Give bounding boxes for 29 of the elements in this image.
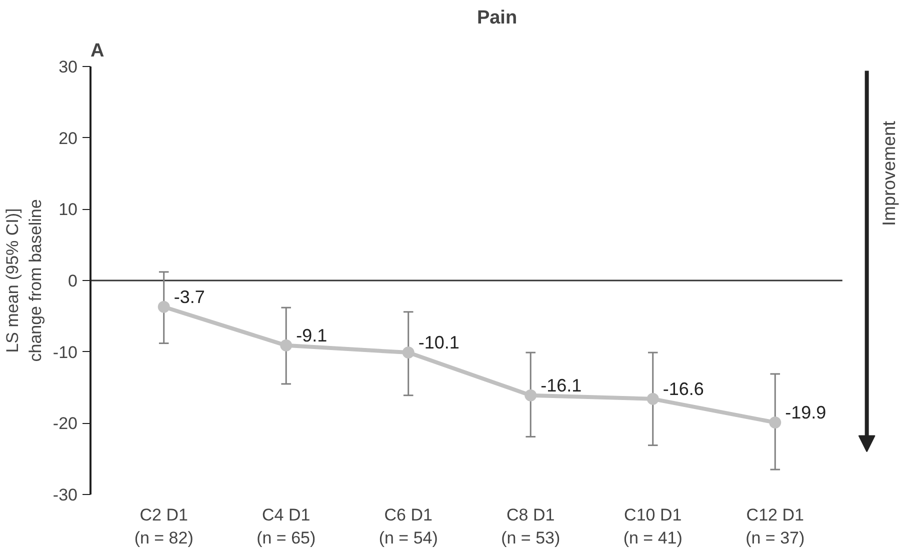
y-tick-label: 20 bbox=[58, 128, 78, 148]
y-tick-label: -10 bbox=[52, 342, 78, 362]
text: A bbox=[90, 40, 104, 62]
x-tick-label: C12 D1 (n = 37) bbox=[746, 506, 805, 548]
x-tick-label: C6 D1 (n = 54) bbox=[378, 506, 438, 548]
point bbox=[524, 389, 537, 402]
x-tick-label: C2 D1 (n = 82) bbox=[134, 506, 194, 548]
data-label: -19.9 bbox=[785, 402, 826, 422]
data-label: -16.1 bbox=[540, 375, 582, 396]
point bbox=[280, 339, 292, 352]
data-label: -16.6 bbox=[662, 378, 704, 399]
point bbox=[769, 416, 782, 428]
y-tick-label: 30 bbox=[58, 58, 78, 76]
y-axis-title: LS mean (95% CI)] change from baseline bbox=[3, 199, 45, 362]
point bbox=[158, 300, 170, 313]
x-tick-label: C10 D1 (n = 41) bbox=[623, 506, 682, 548]
data-label: -9.1 bbox=[296, 325, 328, 346]
y-tick-label: 10 bbox=[58, 200, 78, 220]
x-tick-label: C8 D1 (n = 53) bbox=[501, 506, 560, 548]
text: Improvement bbox=[879, 120, 900, 226]
y-tick-label: 0 bbox=[68, 272, 78, 290]
x-tick-label: C4 D1 (n = 65) bbox=[256, 506, 316, 548]
y-tick-label: -30 bbox=[52, 486, 78, 504]
data-label: -10.1 bbox=[418, 332, 460, 353]
y-tick-label: -20 bbox=[52, 414, 78, 434]
data-label: -3.7 bbox=[174, 286, 205, 307]
point bbox=[646, 392, 659, 405]
point bbox=[402, 346, 414, 359]
chart-title: Pain bbox=[476, 8, 518, 28]
